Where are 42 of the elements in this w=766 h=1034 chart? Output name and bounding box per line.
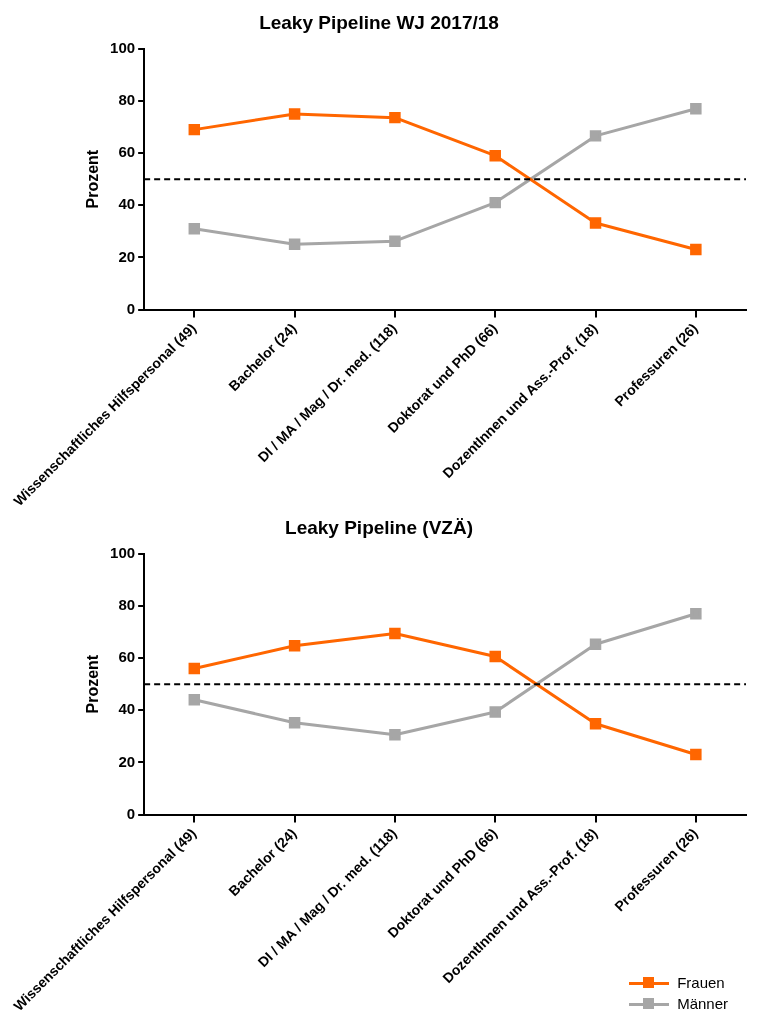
point: [389, 728, 401, 741]
y-tick-label: 60: [118, 648, 136, 666]
point: [690, 608, 702, 620]
chart-title: Leaky Pipeline WJ 2017/18: [259, 11, 499, 33]
y-tick-label: 80: [118, 596, 136, 614]
point: [288, 717, 301, 729]
point: [288, 108, 301, 120]
y-tick-label: 60: [118, 143, 136, 161]
point: [589, 638, 602, 651]
point: [690, 243, 702, 256]
point: [589, 718, 602, 730]
point: [188, 694, 201, 706]
point: [188, 123, 201, 136]
chart-title: Leaky Pipeline (VZÄ): [285, 516, 473, 538]
y-axis-title: Prozent: [83, 654, 101, 714]
point: [589, 130, 602, 142]
point: [489, 196, 501, 209]
y-tick-label: 20: [118, 752, 136, 770]
point: [389, 111, 401, 124]
point: [489, 650, 501, 663]
legend-label: Frauen: [677, 974, 725, 991]
point: [389, 627, 401, 640]
y-tick-label: 100: [110, 543, 136, 561]
point: [589, 217, 602, 229]
point: [489, 149, 501, 162]
point: [690, 748, 702, 761]
point: [188, 662, 201, 675]
y-tick-label: 0: [126, 804, 136, 822]
y-tick-label: 80: [118, 91, 136, 109]
point: [489, 706, 501, 718]
y-tick-label: 100: [110, 38, 136, 56]
y-tick-label: 40: [118, 195, 136, 213]
legend-label: Männer: [677, 995, 728, 1012]
y-axis-title: Prozent: [83, 149, 101, 209]
point: [690, 103, 702, 115]
y-tick-label: 40: [118, 700, 136, 718]
point: [188, 222, 201, 235]
y-tick-label: 0: [126, 299, 136, 317]
point: [288, 238, 301, 251]
point: [389, 235, 401, 247]
y-tick-label: 20: [118, 247, 136, 265]
point: [288, 640, 301, 652]
